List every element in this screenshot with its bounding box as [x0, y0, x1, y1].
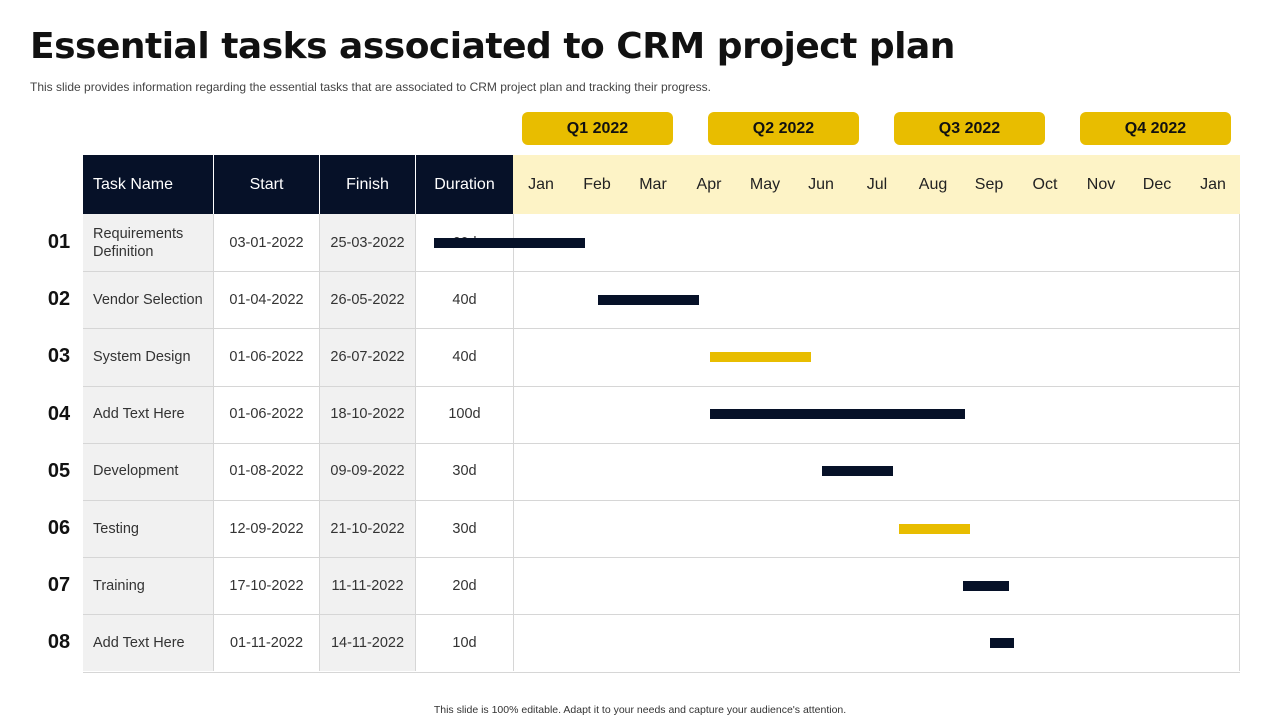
row-divider	[83, 271, 1240, 273]
month-label: Jul	[866, 176, 888, 193]
task-name: Vendor Selection	[93, 291, 203, 308]
header-finish: Finish	[320, 155, 415, 214]
task-start: 01-06-2022	[229, 348, 304, 365]
month-header-band	[513, 155, 1240, 214]
task-name: Development	[93, 463, 179, 480]
gantt-chart: Task Name Start Finish Duration Jan Feb Ma…	[83, 155, 1240, 673]
gantt-bar	[898, 523, 971, 534]
month-label: Nov	[1086, 176, 1116, 193]
month-label: Jan	[528, 176, 554, 193]
month-label: Sep	[974, 176, 1004, 193]
task-start: 01-04-2022	[229, 291, 304, 308]
task-finish: 11-11-2022	[331, 577, 404, 594]
grid-column-line	[415, 214, 416, 671]
task-name: Training	[93, 577, 145, 594]
header-task-name: Task Name	[83, 155, 213, 214]
header-start: Start	[214, 155, 319, 214]
row-divider	[83, 442, 1240, 444]
finish-column-shade	[320, 214, 415, 671]
task-finish: 18-10-2022	[330, 406, 405, 423]
month-label: Feb	[583, 176, 611, 193]
row-number: 03	[47, 345, 71, 368]
task-name: Add Text Here	[93, 634, 185, 651]
month-label: Jun	[808, 176, 834, 193]
gantt-bar	[433, 237, 586, 248]
row-number: 01	[47, 231, 71, 253]
row-divider	[83, 385, 1240, 387]
quarter-label-3: Q3 2022	[894, 112, 1045, 145]
row-divider	[83, 500, 1240, 501]
task-name: System Design	[93, 348, 191, 365]
task-start: 01-11-2022	[229, 634, 304, 651]
header-duration: Duration	[416, 155, 513, 214]
month-label: Oct	[1032, 176, 1058, 193]
month-label: Aug	[918, 176, 948, 193]
row-divider	[83, 557, 1240, 559]
grid-column-line	[319, 214, 320, 671]
task-duration: 30d	[452, 520, 477, 537]
page-title: Essential tasks associated to CRM projec…	[30, 26, 955, 67]
task-finish: 09-09-2022	[330, 463, 405, 480]
task-finish: 25-03-2022	[330, 234, 405, 251]
gantt-bar	[710, 409, 965, 420]
task-column-shade	[83, 214, 213, 671]
task-start: 17-10-2022	[229, 577, 304, 594]
task-name: Testing	[93, 520, 139, 537]
row-number: 02	[47, 288, 71, 311]
task-start: 03-01-2022	[229, 234, 304, 251]
task-name: Requirements Definition	[93, 225, 184, 260]
task-duration: 20d	[452, 577, 477, 594]
page-subtitle: This slide provides information regardin…	[30, 80, 712, 94]
row-number: 06	[47, 517, 71, 539]
month-label: Dec	[1142, 176, 1172, 193]
month-label: Apr	[696, 176, 722, 193]
gantt-bar	[598, 294, 700, 305]
row-number: 08	[47, 631, 71, 654]
task-finish: 26-07-2022	[330, 348, 405, 365]
quarter-label-1: Q1 2022	[522, 112, 673, 145]
task-duration: 40d	[452, 291, 477, 308]
row-divider	[83, 328, 1240, 330]
grid-column-line	[1239, 214, 1240, 671]
month-label: Mar	[639, 176, 667, 193]
task-finish: 14-11-2022	[330, 634, 405, 651]
footer-note: This slide is 100% editable. Adapt it to…	[433, 704, 847, 716]
month-label: Jan	[1200, 176, 1226, 193]
task-duration: 40d	[452, 348, 477, 365]
task-finish: 26-05-2022	[330, 291, 405, 308]
task-duration: 100d	[448, 406, 481, 423]
gantt-bar	[822, 466, 893, 477]
task-start: 12-09-2022	[229, 520, 304, 537]
grid-column-line	[513, 214, 514, 671]
gantt-bar	[962, 580, 1009, 591]
row-number: 05	[47, 459, 71, 482]
month-label: May	[749, 176, 781, 193]
task-start: 01-06-2022	[229, 406, 304, 423]
row-divider	[83, 671, 1240, 673]
gantt-bar	[710, 352, 812, 362]
row-number: 04	[47, 402, 71, 425]
task-name: Add Text Here	[93, 406, 185, 423]
grid-column-line	[213, 214, 214, 671]
quarter-label-4: Q4 2022	[1080, 112, 1231, 145]
row-number: 07	[47, 574, 71, 597]
row-divider	[83, 614, 1240, 616]
task-duration: 30d	[452, 463, 477, 480]
task-duration: 10d	[452, 634, 477, 651]
task-finish: 21-10-2022	[330, 520, 405, 537]
task-start: 01-08-2022	[229, 463, 304, 480]
quarter-label-2: Q2 2022	[708, 112, 859, 145]
gantt-bar	[990, 638, 1015, 648]
